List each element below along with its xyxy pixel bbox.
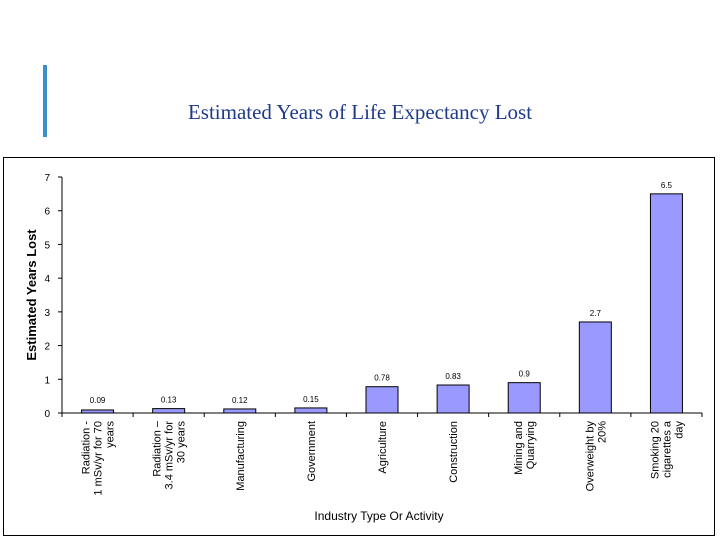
bar (81, 409, 115, 414)
x-category-label-line: Government (306, 421, 318, 482)
y-tick-label: 5 (44, 240, 50, 251)
x-category-label-line: Radiation - (81, 421, 93, 475)
y-tick-label: 7 (44, 173, 50, 184)
bar-data-label: 6.5 (661, 181, 673, 190)
x-category-label-line: 20% (596, 421, 608, 443)
bar (365, 386, 399, 414)
slide-title: Estimated Years of Life Expectancy Lost (187, 100, 533, 124)
x-category-label-line: years (105, 421, 117, 448)
x-category-label-line: day (673, 421, 685, 439)
title-accent-bar (43, 65, 47, 137)
x-category-label-line: Quarrying (525, 421, 537, 469)
x-category-label-line: Radiation – (152, 420, 164, 477)
y-tick-label: 0 (44, 409, 50, 420)
bar (436, 384, 470, 414)
y-tick-label: 4 (44, 274, 50, 285)
y-tick-label: 1 (44, 375, 50, 386)
bar-data-label: 0.09 (90, 396, 106, 405)
x-category-label-line: Manufacturing (235, 421, 247, 491)
bar-data-label: 0.9 (519, 370, 531, 379)
bar (152, 408, 186, 414)
bar (649, 193, 683, 414)
bar-data-label: 0.15 (303, 395, 319, 404)
bar-data-label: 0.12 (232, 396, 248, 405)
bar-data-label: 2.7 (590, 309, 602, 318)
x-category-label-line: Mining and (513, 421, 525, 475)
y-axis-title: Estimated Years Lost (24, 229, 39, 361)
x-category-label-line: Agriculture (377, 421, 389, 474)
bar (223, 408, 257, 414)
x-category-label-line: Smoking 20 (649, 421, 661, 479)
x-category-label-line: 1 mSv/yr for 70 (93, 421, 105, 496)
bar-data-label: 0.78 (374, 374, 390, 383)
y-tick-label: 3 (44, 308, 50, 319)
chart-frame (3, 157, 715, 536)
y-tick-label: 2 (44, 342, 50, 353)
x-category-label-line: Construction (448, 421, 460, 483)
x-category-label-line: cigarettes a (661, 420, 673, 478)
x-category-label-line: 30 years (176, 421, 188, 464)
y-tick-label: 6 (44, 207, 50, 218)
bar (294, 407, 328, 414)
bar-data-label: 0.13 (161, 396, 177, 405)
x-category-label-line: Overweight by (584, 421, 596, 492)
x-axis-title: Industry Type Or Activity (314, 509, 443, 523)
x-category-label-line: 3.4 mSv/yr for (164, 421, 176, 490)
bar (578, 321, 612, 414)
bar-data-label: 0.83 (445, 372, 461, 381)
bar (507, 382, 541, 414)
